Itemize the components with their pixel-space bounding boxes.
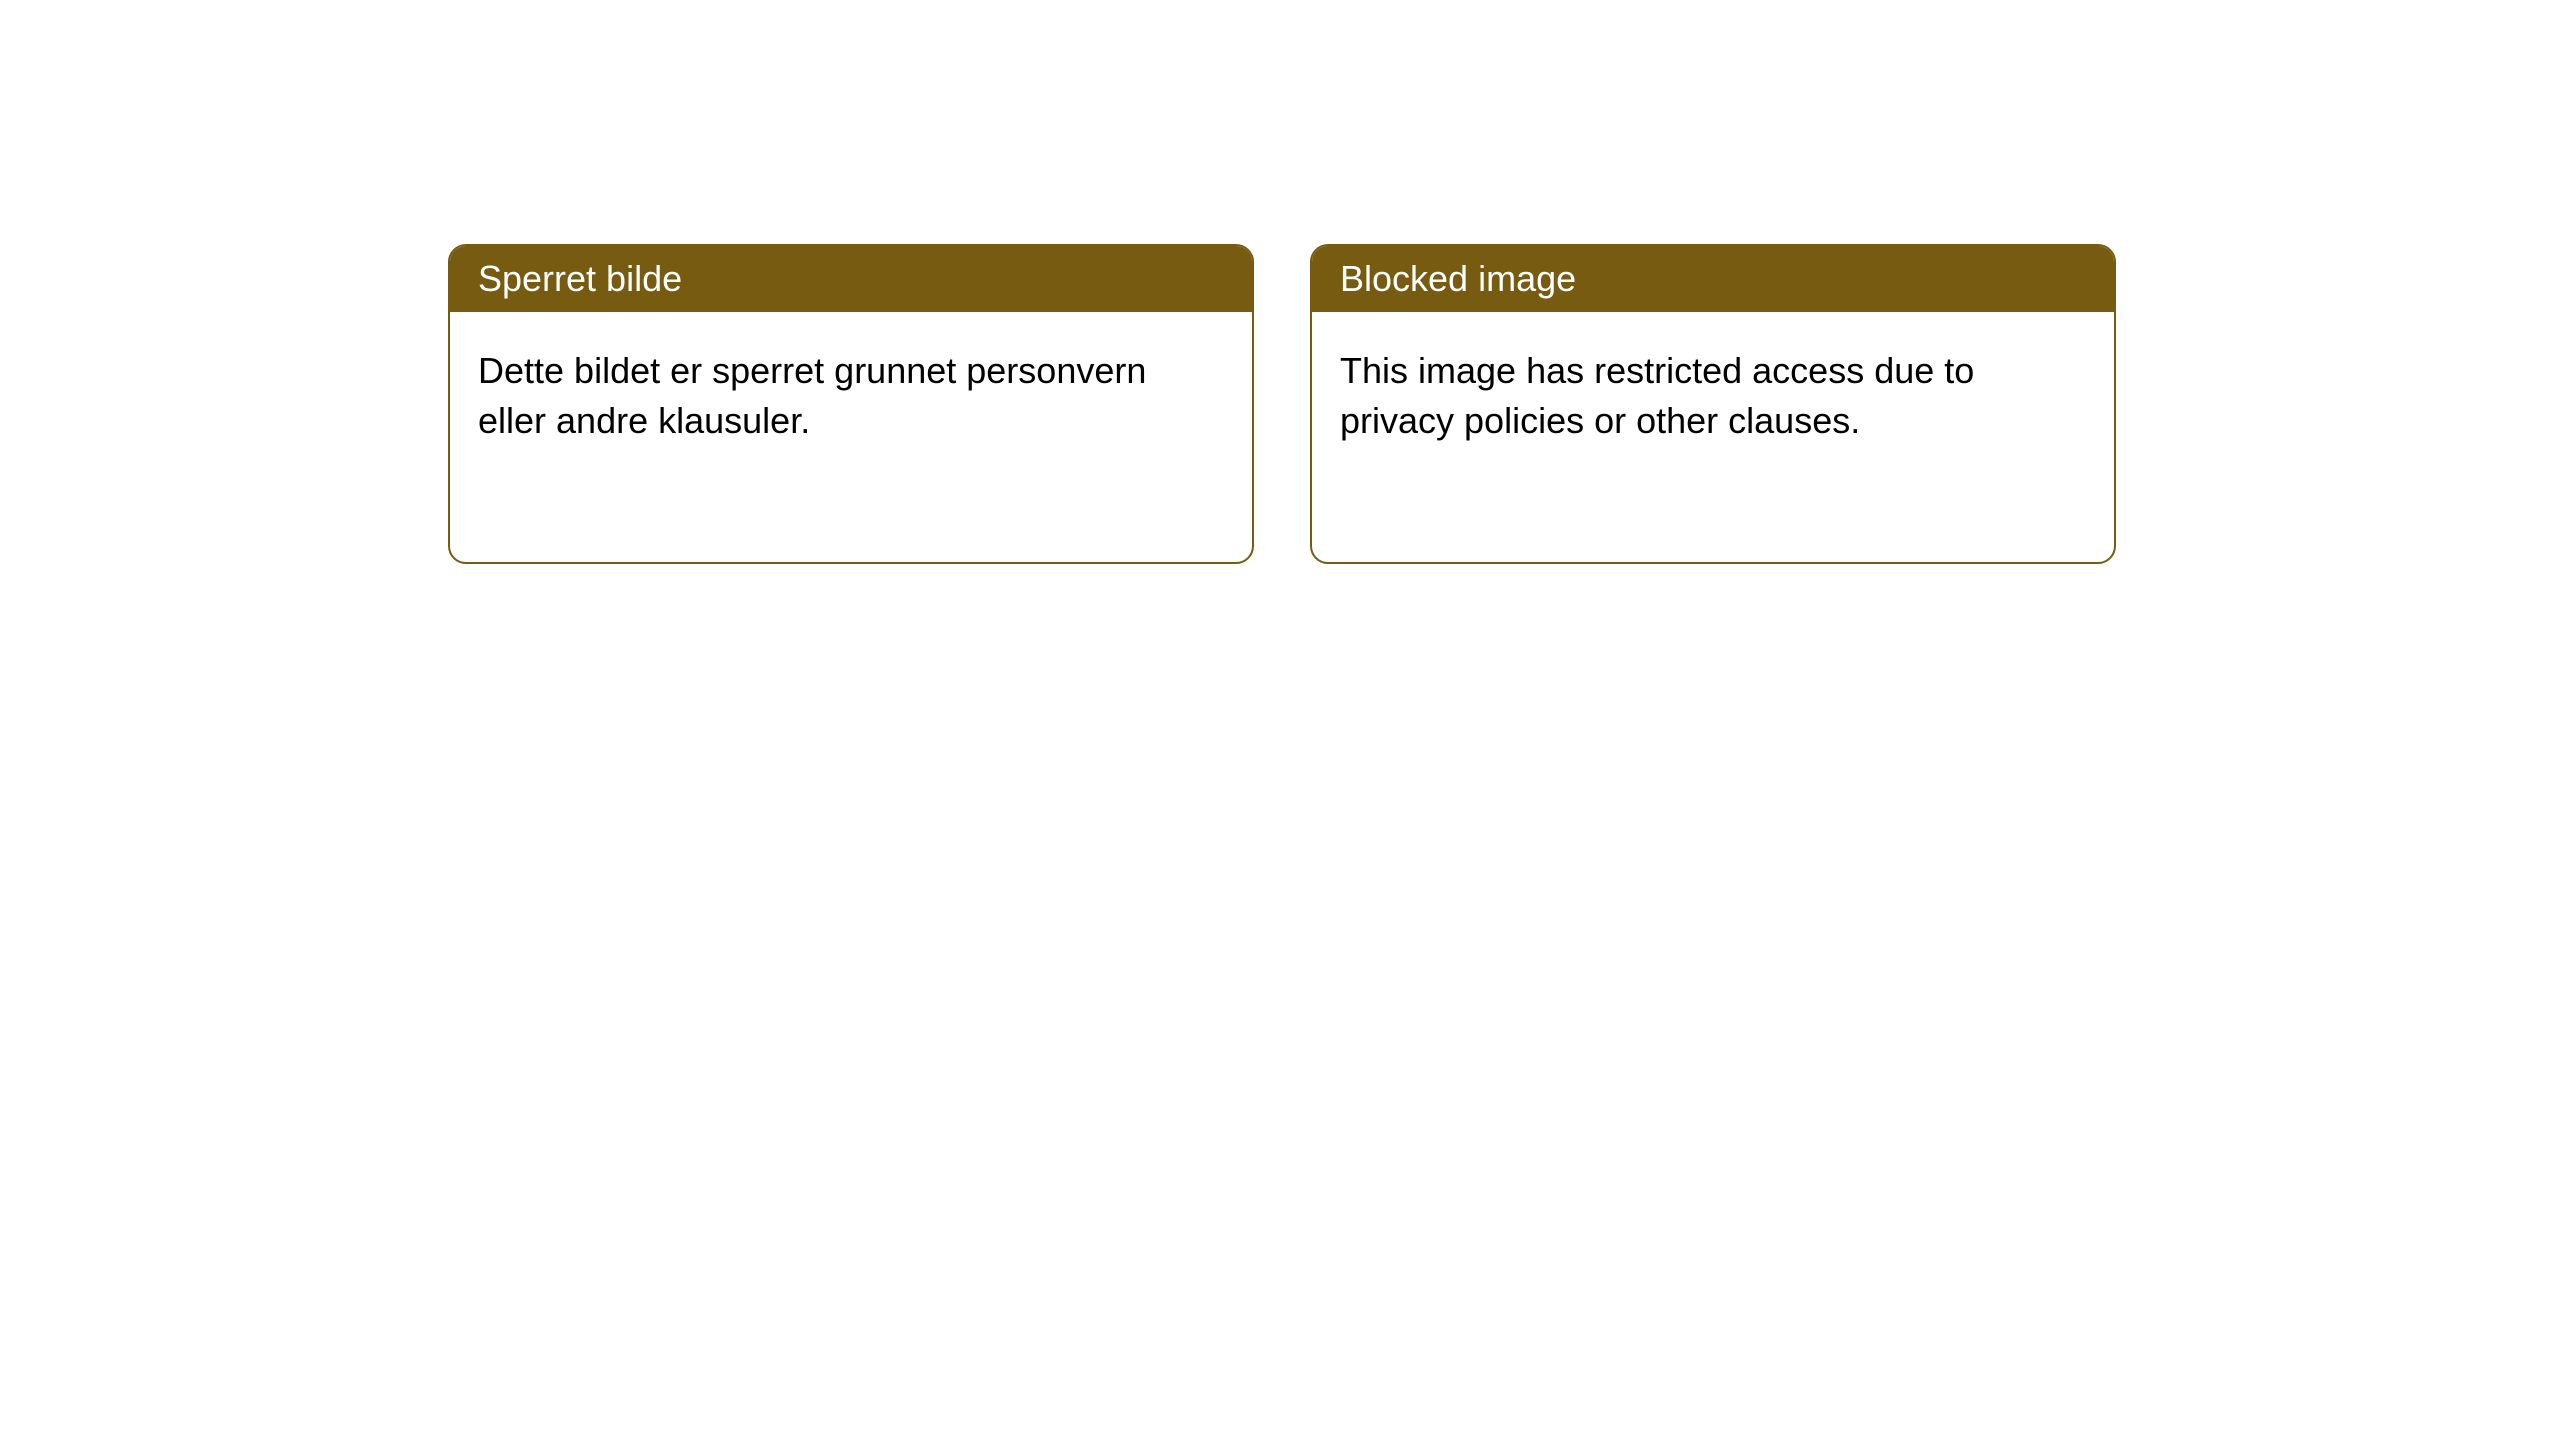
- notice-body-norwegian: Dette bildet er sperret grunnet personve…: [450, 312, 1252, 562]
- notice-body-english: This image has restricted access due to …: [1312, 312, 2114, 562]
- notice-card-norwegian: Sperret bilde Dette bildet er sperret gr…: [448, 244, 1254, 564]
- notice-header-english: Blocked image: [1312, 246, 2114, 312]
- notice-card-english: Blocked image This image has restricted …: [1310, 244, 2116, 564]
- notice-header-norwegian: Sperret bilde: [450, 246, 1252, 312]
- notice-container: Sperret bilde Dette bildet er sperret gr…: [448, 244, 2116, 564]
